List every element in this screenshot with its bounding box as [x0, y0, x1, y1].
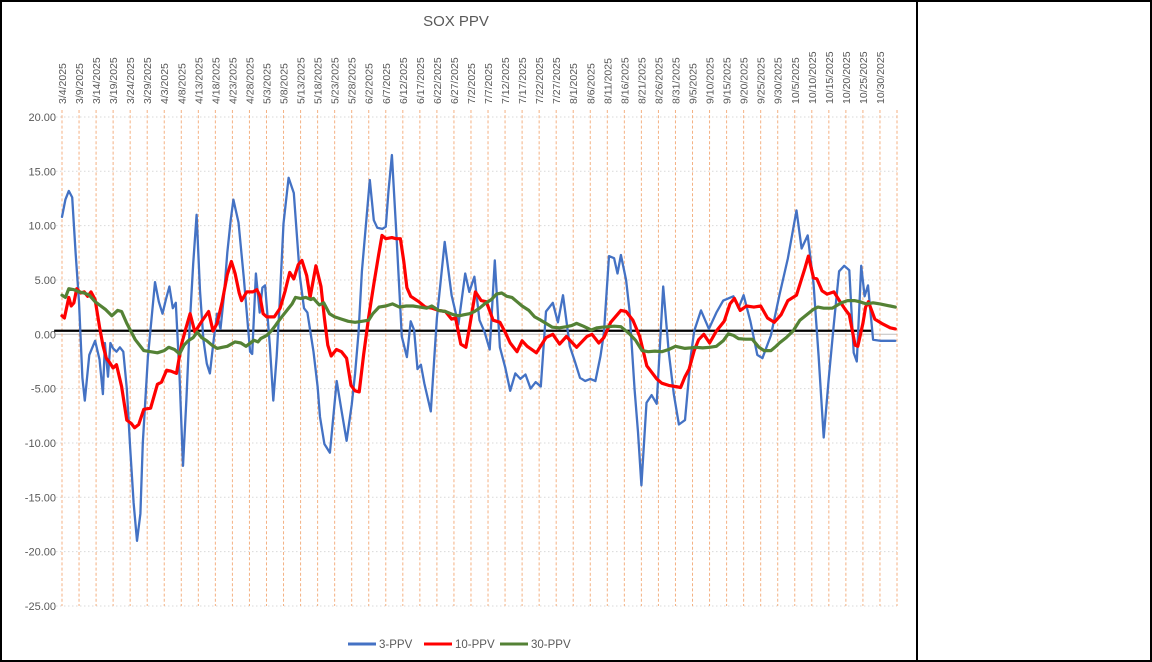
- y-axis-label: 5.00: [35, 275, 56, 287]
- x-axis-label: 5/3/2025: [261, 63, 273, 104]
- y-axis-label: 0.00: [35, 329, 56, 341]
- x-axis-label: 7/22/2025: [534, 57, 546, 104]
- x-axis-label: 3/9/2025: [74, 63, 86, 104]
- x-axis-label: 5/28/2025: [347, 57, 359, 104]
- y-axis-label: -10.00: [25, 438, 56, 450]
- x-axis-label: 7/17/2025: [517, 57, 529, 104]
- y-axis-label: -20.00: [25, 547, 56, 559]
- x-axis-label: 8/1/2025: [568, 63, 580, 104]
- x-axis-label: 9/30/2025: [773, 57, 785, 104]
- x-axis-label: 6/7/2025: [381, 63, 393, 104]
- plot-area: 20.00 15.00 10.00 5.00 0.00 -5.00 -10.00 -15.00…: [25, 51, 898, 613]
- x-axis-label: 10/20/2025: [841, 51, 853, 104]
- series-line-3-ppv: [60, 153, 897, 542]
- x-axis-label: 9/15/2025: [722, 57, 734, 104]
- legend: 3-PPV 10-PPV 30-PPV: [348, 639, 571, 651]
- x-axis-label: 5/13/2025: [296, 57, 308, 104]
- x-axis-label: 10/15/2025: [824, 51, 836, 104]
- y-axis-label: -15.00: [25, 492, 56, 504]
- legend-label-3ppv: 3-PPV: [379, 639, 413, 651]
- chart-title: SOX PPV: [423, 13, 489, 30]
- x-axis-label: 6/27/2025: [449, 57, 461, 104]
- x-axis-label: 8/11/2025: [602, 58, 614, 104]
- y-axis-label: -5.00: [31, 384, 56, 396]
- x-axis-label: 4/8/2025: [176, 63, 188, 104]
- x-axis-label: 10/25/2025: [858, 51, 870, 104]
- y-axis-label: 20.00: [28, 112, 56, 124]
- legend-label-30ppv: 30-PPV: [531, 639, 571, 651]
- x-axis-label: 10/30/2025: [875, 51, 887, 104]
- x-axis-label: 5/23/2025: [330, 57, 342, 104]
- x-axis-label: 9/20/2025: [739, 57, 751, 104]
- x-axis-label: 4/13/2025: [193, 57, 205, 104]
- y-axis-label: -25.00: [25, 601, 56, 613]
- x-axis-label: 6/17/2025: [415, 57, 427, 104]
- x-axis-label: 4/23/2025: [227, 57, 239, 104]
- x-axis-label: 7/7/2025: [483, 63, 495, 104]
- x-axis-label: 3/19/2025: [108, 57, 120, 104]
- x-axis-label: 6/12/2025: [398, 57, 410, 104]
- x-axis-label: 6/2/2025: [364, 63, 376, 104]
- x-axis-label: 5/8/2025: [279, 63, 291, 104]
- series-line-10-ppv: [60, 233, 897, 430]
- x-axis-label: 4/28/2025: [244, 57, 256, 104]
- x-axis-label: 3/29/2025: [142, 57, 154, 104]
- x-axis-label: 7/27/2025: [551, 57, 563, 104]
- x-axis-label: 8/6/2025: [585, 63, 597, 104]
- legend-label-10ppv: 10-PPV: [455, 639, 495, 651]
- x-axis-label: 5/18/2025: [313, 57, 325, 104]
- y-axis-label: 15.00: [28, 166, 56, 178]
- x-axis-label: 8/26/2025: [653, 57, 665, 104]
- x-axis-label: 8/31/2025: [670, 57, 682, 104]
- x-axis-label: 3/14/2025: [91, 57, 103, 104]
- series-line-30-ppv: [60, 287, 897, 356]
- x-axis-label: 8/16/2025: [619, 57, 631, 104]
- x-axis-label: 6/22/2025: [432, 57, 444, 104]
- x-axis-label: 4/3/2025: [159, 63, 171, 104]
- x-axis-label: 10/5/2025: [790, 57, 802, 104]
- x-axis-label: 9/10/2025: [705, 57, 717, 104]
- x-axis-label: 4/18/2025: [210, 57, 222, 104]
- x-axis-label: 7/12/2025: [500, 57, 512, 104]
- x-axis-label: 3/24/2025: [125, 57, 137, 104]
- x-axis-label: 9/5/2025: [688, 63, 700, 104]
- y-axis-label: 10.00: [28, 221, 56, 233]
- x-axis-label: 3/4/2025: [57, 63, 69, 104]
- x-axis-label: 9/25/2025: [756, 57, 768, 104]
- x-axis-label: 8/21/2025: [636, 57, 648, 104]
- x-axis-label: 10/10/2025: [807, 51, 819, 104]
- x-axis-label: 7/2/2025: [466, 63, 478, 104]
